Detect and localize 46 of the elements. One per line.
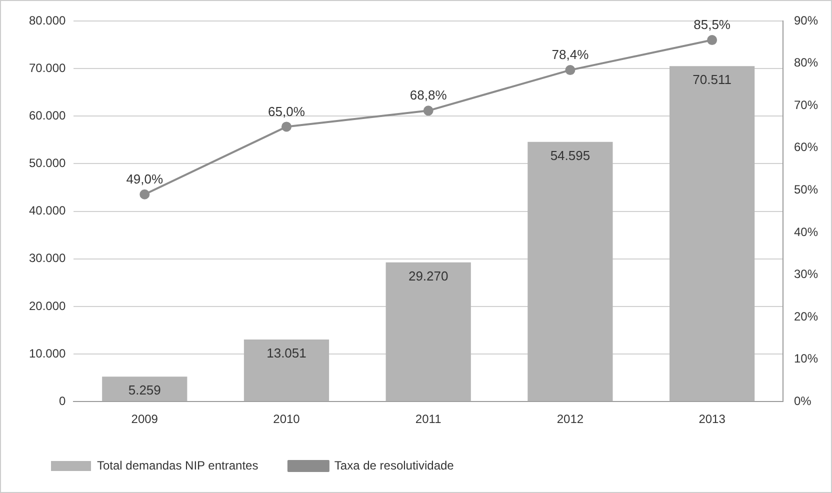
- y-tick-label: 70.000: [29, 60, 66, 75]
- bar: [670, 66, 755, 402]
- data-label: 13.051: [266, 346, 306, 361]
- y2-tick-label: 90%: [794, 13, 818, 28]
- y-tick-label: 30.000: [29, 251, 66, 266]
- data-label: 78,4%: [552, 47, 590, 62]
- y-tick-label: 60.000: [29, 108, 66, 122]
- y-tick-label: 40.000: [29, 204, 66, 218]
- x-tick-label: 2010: [273, 412, 300, 426]
- data-label: 65,0%: [268, 104, 306, 119]
- y2-tick-label: 20%: [794, 309, 818, 324]
- y-tick-label: 10.000: [29, 346, 66, 360]
- y2-tick-label: 70%: [794, 98, 818, 112]
- x-tick-label: 2011: [415, 412, 442, 426]
- y2-tick-label: 0%: [794, 394, 812, 408]
- y-tick-label: 0: [59, 394, 66, 408]
- y2-tick-label: 80%: [794, 56, 818, 70]
- point: [707, 35, 718, 46]
- y2-tick-label: 50%: [794, 182, 818, 196]
- y-tick-label: 20.000: [29, 298, 66, 313]
- point: [281, 122, 292, 132]
- bar: [102, 376, 188, 402]
- point: [140, 189, 150, 200]
- point: [565, 65, 576, 76]
- y2-tick-label: 10%: [794, 352, 818, 366]
- data-label: 70.511: [692, 72, 732, 88]
- data-label: 54.595: [550, 148, 590, 163]
- data-label: 49,0%: [126, 171, 164, 186]
- y-tick-label: 50.000: [29, 156, 66, 170]
- legend-label: Taxa de resolutividade: [334, 458, 454, 472]
- bar: [528, 142, 613, 402]
- data-label: 29.270: [408, 268, 448, 284]
- y2-tick-label: 30%: [794, 267, 818, 282]
- data-label: 85,5%: [694, 17, 731, 32]
- y2-tick-label: 40%: [794, 224, 818, 239]
- legend-label: Total demandas NIP entrantes: [97, 458, 258, 472]
- data-label: 68,8%: [410, 88, 448, 103]
- y2-tick-label: 60%: [794, 140, 818, 154]
- bar: [244, 340, 330, 402]
- x-tick-label: 2013: [698, 412, 726, 426]
- y-tick-label: 80.000: [29, 13, 66, 28]
- bar: [386, 262, 471, 402]
- x-tick-label: 2012: [556, 412, 584, 426]
- data-label: 5.259: [128, 382, 161, 398]
- point: [423, 106, 434, 116]
- x-tick-label: 2009: [131, 412, 158, 426]
